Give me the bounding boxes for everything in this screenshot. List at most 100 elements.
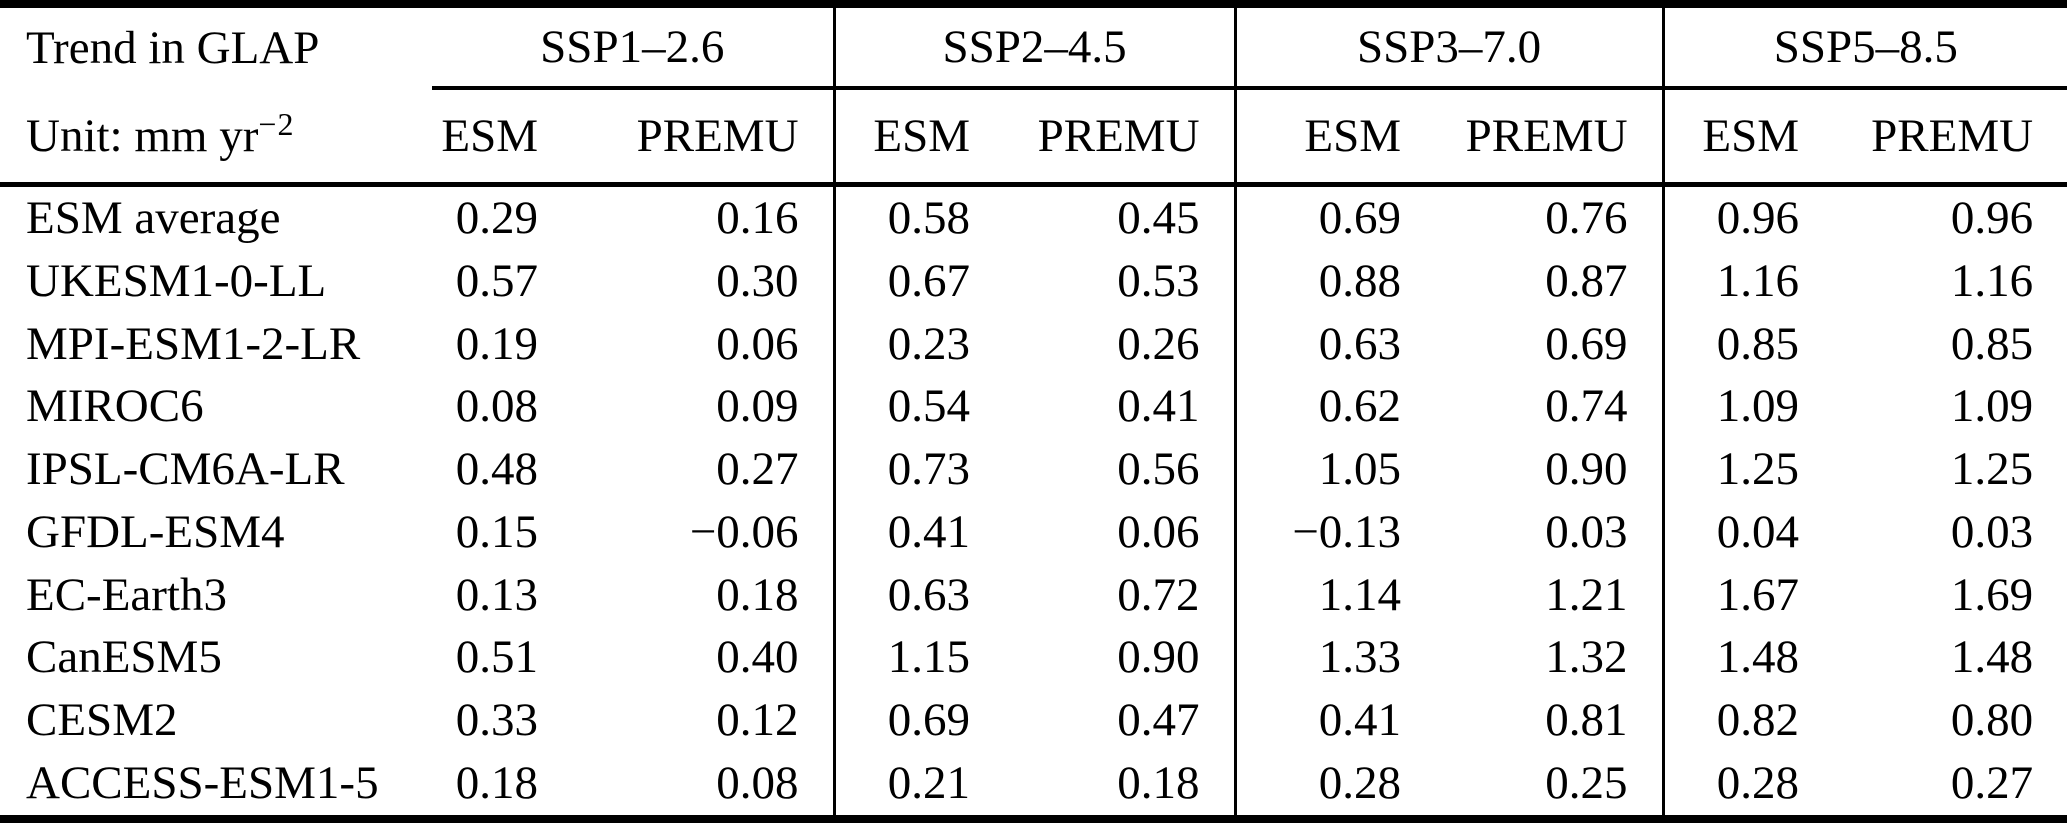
value-cell: 0.81 [1545,694,1628,747]
value-cell: 1.09 [1661,375,1834,438]
value-cell: 0.54 [832,375,1005,438]
value-cell: 1.21 [1545,568,1628,621]
value-cell: 0.28 [1661,751,1834,819]
value-cell: 0.51 [455,631,538,684]
value-cell: 0.25 [1545,757,1628,810]
value-cell: 0.72 [1117,568,1200,621]
value-cell: 0.19 [455,317,538,370]
value-cell: 0.96 [1661,184,1834,250]
value-cell: 1.14 [1233,563,1436,627]
subheader-esm: ESM [1661,88,1834,187]
value-cell: 1.48 [1661,626,1834,689]
value-cell: 0.18 [716,568,799,621]
row-label: EC-Earth3 [26,568,227,621]
value-cell: 1.32 [1545,631,1628,684]
value-cell: 0.73 [832,437,1005,501]
value-cell: 0.06 [716,317,799,370]
value-cell: 0.06 [1117,505,1200,558]
value-cell: 1.67 [1661,563,1834,627]
value-cell: 0.57 [455,255,538,307]
value-cell: 0.47 [1117,694,1200,747]
table-title: Trend in GLAP [26,22,320,74]
value-cell: 0.88 [1233,249,1436,313]
value-cell: 0.85 [1661,312,1834,376]
row-label: IPSL-CM6A-LR [26,443,345,496]
value-cell: 0.85 [1950,317,2034,370]
value-cell: −0.06 [689,505,799,558]
table-row: UKESM1-0-LL 0.57 0.30 0.67 0.53 0.88 0.8… [0,249,2067,313]
unit-exponent: −2 [258,106,295,143]
value-cell: 0.58 [832,184,1005,250]
value-cell: 1.16 [1950,255,2034,307]
value-cell: 0.69 [1233,184,1436,250]
value-cell: 0.41 [832,500,1005,564]
value-cell: 1.48 [1950,631,2034,684]
value-cell: 0.18 [1117,757,1200,810]
value-cell: 0.03 [1545,505,1628,558]
value-cell: 0.13 [455,568,538,621]
value-cell: 0.67 [832,249,1005,313]
value-cell: 0.23 [832,312,1005,376]
value-cell: 0.74 [1545,380,1628,433]
table-row: ACCESS-ESM1-5 0.18 0.08 0.21 0.18 0.28 0… [0,751,2067,819]
value-cell: 1.09 [1950,380,2034,433]
value-cell: 0.12 [716,694,799,747]
value-cell: 0.08 [455,380,538,433]
subheader-premu: PREMU [1004,88,1236,187]
group-header-ssp5: SSP5–8.5 [1661,4,2067,90]
table-row: CESM2 0.33 0.12 0.69 0.47 0.41 0.81 0.82… [0,688,2067,752]
group-header-ssp3: SSP3–7.0 [1233,4,1664,90]
value-cell: 0.80 [1950,694,2034,747]
subheader-esm: ESM [1233,88,1436,187]
value-cell: 0.63 [832,563,1005,627]
group-header-row: Trend in GLAP SSP1–2.6 SSP2–4.5 SSP3–7.0… [0,4,2067,90]
table-row: MPI-ESM1-2-LR 0.19 0.06 0.23 0.26 0.63 0… [0,312,2067,376]
value-cell: 0.30 [716,255,799,307]
table-row: EC-Earth3 0.13 0.18 0.63 0.72 1.14 1.21 … [0,563,2067,627]
value-cell: 0.40 [716,631,799,684]
value-cell: 0.03 [1950,505,2034,558]
value-cell: 0.90 [1117,631,1200,684]
value-cell: 0.90 [1545,443,1628,496]
value-cell: 0.87 [1545,255,1628,307]
value-cell: 0.82 [1661,688,1834,752]
subheader-premu: PREMU [1435,88,1664,187]
value-cell: 0.18 [455,757,538,810]
value-cell: 0.27 [1950,757,2034,810]
value-cell: 0.28 [1233,751,1436,819]
subheader-premu: PREMU [572,88,835,187]
value-cell: 0.26 [1117,317,1200,370]
value-cell: 0.27 [716,443,799,496]
value-cell: 0.21 [832,751,1005,819]
value-cell: 0.33 [455,694,538,747]
value-cell: 0.69 [832,688,1005,752]
value-cell: 0.48 [455,443,538,496]
row-label: GFDL-ESM4 [26,505,285,558]
subheader-esm: ESM [832,88,1005,187]
value-cell: 1.33 [1233,626,1436,689]
value-cell: 0.29 [455,192,538,245]
row-label: CanESM5 [26,631,222,684]
row-label: UKESM1-0-LL [26,255,327,307]
unit-text: Unit: mm yr [26,110,259,163]
group-header-ssp2: SSP2–4.5 [832,4,1236,90]
row-label: CESM2 [26,694,178,747]
value-cell: 0.09 [716,380,799,433]
value-cell: 0.08 [716,757,799,810]
value-cell: 0.16 [716,192,799,245]
table-row: GFDL-ESM4 0.15 −0.06 0.41 0.06 −0.13 0.0… [0,500,2067,564]
group-header-ssp1: SSP1–2.6 [432,4,835,90]
value-cell: −0.13 [1233,500,1436,564]
value-cell: 0.41 [1233,688,1436,752]
table-row: CanESM5 0.51 0.40 1.15 0.90 1.33 1.32 1.… [0,626,2067,689]
value-cell: 0.04 [1661,500,1834,564]
value-cell: 1.15 [832,626,1005,689]
value-cell: 1.25 [1661,437,1834,501]
unit-label: Unit: mm yr−2 [0,88,432,187]
value-cell: 1.25 [1950,443,2034,496]
subheader-premu: PREMU [1833,88,2067,187]
row-label: ACCESS-ESM1-5 [26,757,379,810]
table-row: IPSL-CM6A-LR 0.48 0.27 0.73 0.56 1.05 0.… [0,437,2067,501]
